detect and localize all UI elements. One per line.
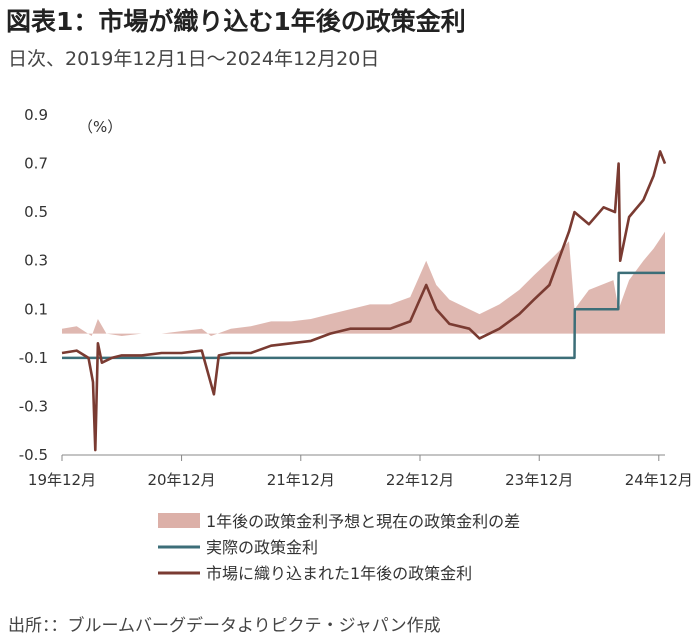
- y-tick-label: 0.1: [24, 300, 48, 318]
- series-lines-layer: [61, 150, 667, 452]
- x-tick-label: 22年12月: [386, 471, 454, 489]
- source-note: 出所：：ブルームバーグデータよりピクテ・ジャパン作成: [8, 616, 441, 636]
- legend-label: 市場に織り込まれた1年後の政策金利: [206, 564, 472, 583]
- x-tick-label: 20年12月: [147, 471, 215, 489]
- y-unit-label: （%）: [78, 118, 122, 136]
- y-tick-label: -0.1: [19, 349, 48, 367]
- series-area-spread: [62, 231, 665, 336]
- legend-label: 1年後の政策金利予想と現在の政策金利の差: [206, 512, 520, 531]
- axes-layer: 0.9 0.7 0.5 0.3 0.1 -0.1 -0.3 -0.5 （%） 19年12月 20年1…: [19, 106, 693, 489]
- series-line-actual-rate: [62, 271, 665, 360]
- chart-title: 図表1：市場が織り込む1年後の政策金利: [6, 7, 466, 36]
- legend: 1年後の政策金利予想と現在の政策金利の差実際の政策金利市場に織り込まれた1年後の…: [158, 512, 520, 583]
- x-tick-label: 19年12月: [28, 471, 96, 489]
- x-tick-label: 21年12月: [267, 471, 335, 489]
- x-tick-label: 24年12月: [625, 471, 693, 489]
- y-tick-label: -0.3: [19, 397, 48, 415]
- legend-swatch-spread: [158, 513, 200, 528]
- y-tick-label: 0.3: [24, 252, 48, 270]
- series-line-market-implied-rate: [61, 150, 667, 452]
- spread-area-layer: [62, 231, 665, 336]
- y-tick-label: 0.9: [24, 106, 48, 124]
- legend-label: 実際の政策金利: [206, 538, 318, 557]
- y-tick-label: 0.5: [24, 203, 48, 221]
- chart-subtitle: 日次、2019年12月1日～2024年12月20日: [8, 48, 380, 70]
- y-tick-label: 0.7: [24, 155, 48, 173]
- y-tick-label: -0.5: [19, 446, 48, 464]
- x-tick-label: 23年12月: [505, 471, 573, 489]
- chart-canvas: 0.9 0.7 0.5 0.3 0.1 -0.1 -0.3 -0.5 （%） 19年12月 20年1…: [19, 106, 693, 583]
